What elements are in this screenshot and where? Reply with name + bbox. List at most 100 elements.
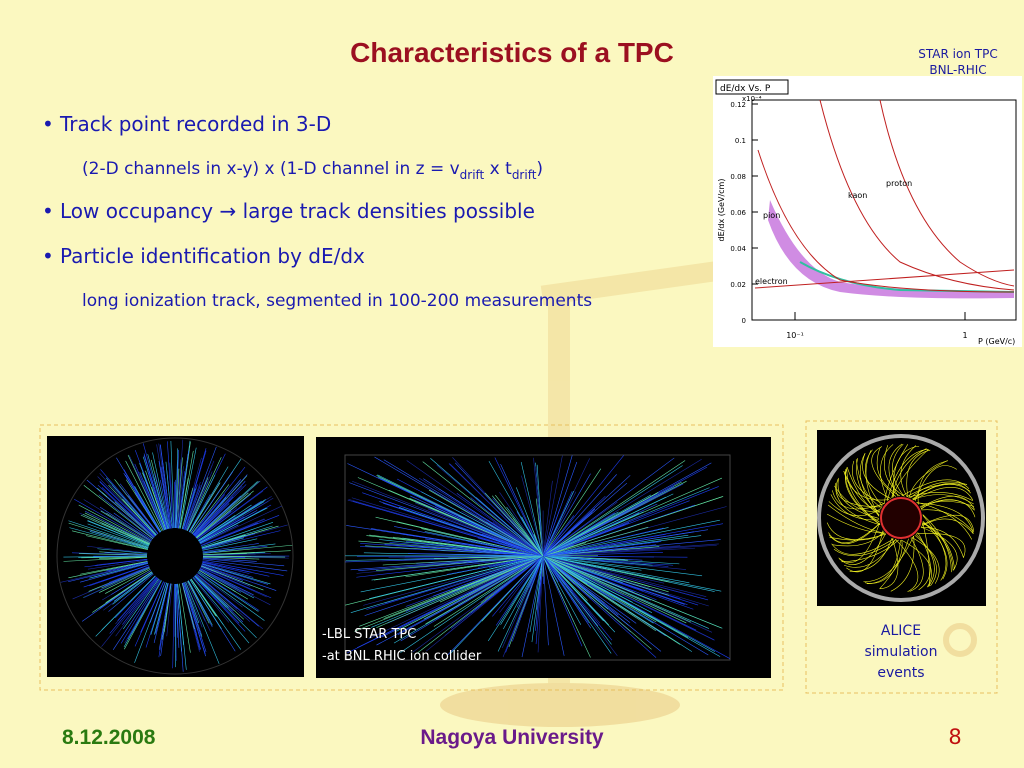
track: [891, 449, 929, 499]
track: [87, 559, 148, 570]
track: [99, 567, 150, 593]
track: [201, 533, 256, 549]
track: [400, 555, 544, 653]
track: [542, 475, 631, 557]
track: [164, 583, 172, 633]
footer-institution: Nagoya University: [420, 726, 604, 749]
track: [895, 539, 919, 592]
track: [350, 555, 544, 613]
track: [491, 495, 544, 557]
plot-particle-label: kaon: [848, 191, 867, 200]
track: [542, 555, 722, 629]
track: [911, 537, 940, 584]
track: [195, 574, 235, 612]
track: [183, 481, 201, 530]
track: [183, 484, 198, 530]
track: [175, 449, 179, 529]
track: [198, 497, 274, 543]
track: [835, 483, 881, 526]
track: [154, 472, 169, 529]
track: [418, 546, 544, 557]
track: [160, 479, 170, 529]
track: [542, 455, 573, 557]
track: [194, 484, 247, 537]
track: [155, 583, 169, 634]
beam-hole: [148, 529, 202, 583]
track: [871, 446, 896, 497]
track: [901, 539, 932, 588]
track: [105, 569, 151, 594]
track: [423, 496, 544, 557]
track: [542, 555, 707, 598]
track: [101, 566, 150, 587]
track: [152, 452, 170, 529]
track: [542, 555, 657, 601]
track: [836, 479, 882, 508]
track: [176, 457, 183, 529]
detail-part: long ionization track, segmented in 100-…: [82, 291, 592, 311]
track: [202, 562, 250, 574]
track: [186, 581, 211, 632]
track: [161, 462, 172, 529]
track: [115, 576, 157, 625]
track: [89, 531, 149, 549]
track: [542, 491, 574, 557]
track: [428, 508, 544, 557]
track: [143, 453, 168, 530]
image-caption: -LBL STAR TPC: [322, 627, 416, 642]
track: [389, 541, 544, 557]
track: [864, 538, 909, 584]
track: [83, 564, 149, 588]
track: [542, 555, 612, 645]
track: [68, 522, 149, 549]
track: [542, 555, 713, 640]
plot-title-box: [715, 79, 789, 95]
track: [542, 483, 684, 557]
track: [542, 555, 619, 616]
plot-x-tick-label: 1: [962, 331, 967, 340]
track: [68, 562, 148, 583]
detail-part: x t: [484, 159, 512, 179]
track: [542, 486, 674, 557]
track: [139, 472, 165, 531]
track: [542, 555, 590, 624]
corner-caption: BNL-RHIC: [929, 63, 986, 77]
track: [542, 555, 615, 570]
detector-ring: [817, 434, 985, 602]
track: [83, 567, 150, 598]
track: [880, 444, 894, 501]
track: [418, 477, 544, 557]
track: [422, 461, 544, 557]
track: [195, 574, 251, 622]
track: [190, 578, 242, 650]
track: [922, 520, 948, 580]
track: [175, 448, 178, 529]
track: [87, 520, 150, 546]
track: [542, 465, 683, 557]
track: [184, 446, 217, 530]
track: [360, 546, 544, 557]
track: [200, 567, 267, 598]
track: [542, 509, 560, 557]
track: [80, 514, 150, 546]
track: [351, 497, 544, 557]
track: [198, 570, 249, 600]
page-number: 8: [948, 725, 961, 749]
track: [406, 460, 544, 557]
track: [827, 504, 886, 534]
track: [843, 471, 880, 513]
plot-y-tick-label: 0.12: [730, 101, 746, 109]
track: [379, 501, 544, 557]
track: [87, 523, 149, 547]
track: [185, 581, 220, 664]
track: [83, 499, 152, 542]
track: [535, 466, 544, 557]
track: [542, 482, 628, 557]
track: [175, 583, 180, 648]
track: [187, 580, 213, 628]
detail-part: (2-D channels in x-y) x (1-D channel in …: [82, 159, 460, 179]
track: [542, 523, 724, 557]
track: [192, 577, 230, 623]
track: [104, 566, 150, 587]
track: [916, 502, 973, 540]
